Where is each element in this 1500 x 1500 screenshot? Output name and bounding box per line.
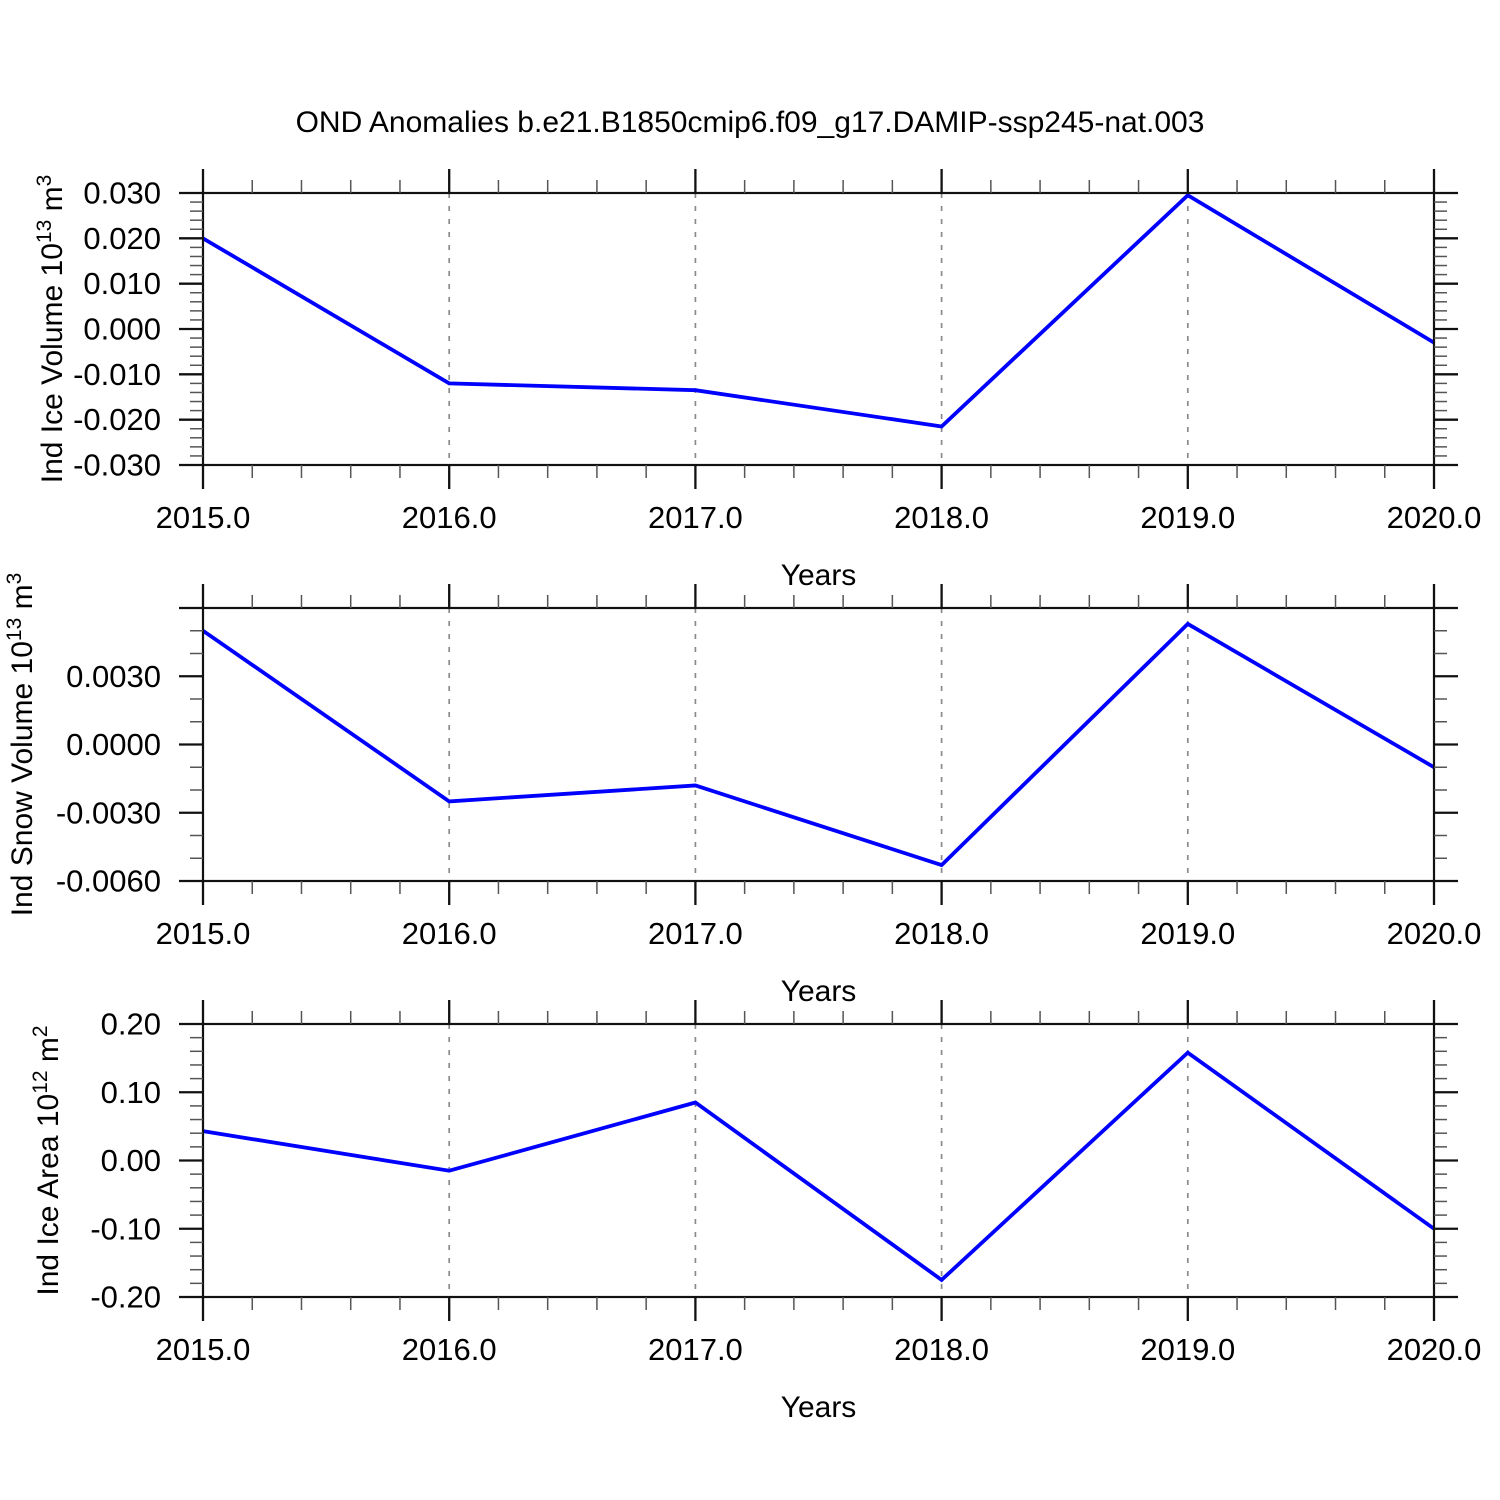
y-tick-label: 0.00 (101, 1143, 161, 1178)
y-axis-label-segment: m (6, 584, 39, 617)
x-tick-label: 2015.0 (156, 500, 251, 535)
data-line (202, 1050, 1436, 1283)
y-tick-label: 0.030 (83, 176, 161, 211)
x-tick-label: 2020.0 (1387, 500, 1482, 535)
x-tick-label: 2017.0 (648, 916, 743, 951)
y-axis-label-superscript: 3 (33, 175, 56, 187)
plot-frame (201, 606, 1436, 883)
x-axis-label: Years (781, 975, 857, 1008)
y-tick-label: 0.010 (83, 266, 161, 301)
x-tick-label: 2017.0 (648, 1332, 743, 1367)
y-tick-label: 0.20 (101, 1007, 161, 1042)
x-tick-label: 2020.0 (1387, 1332, 1482, 1367)
y-axis-label-segment: Ind Snow Volume 10 (6, 641, 39, 916)
y-tick-label: -0.0060 (56, 864, 161, 899)
y-axis-label-superscript: 3 (3, 573, 26, 585)
y-tick-label: 0.020 (83, 221, 161, 256)
y-tick-label: -0.030 (73, 448, 161, 483)
x-tick-label: 2020.0 (1387, 916, 1482, 951)
x-tick-label: 2018.0 (894, 1332, 989, 1367)
data-line (201, 621, 1435, 868)
y-axis-label-segment: m (36, 186, 69, 219)
y-tick-label: 0.0000 (66, 727, 161, 762)
y-tick-label: -0.20 (90, 1280, 161, 1315)
x-axis-label: Years (781, 559, 857, 592)
x-tick-label: 2016.0 (402, 500, 497, 535)
y-tick-label: 0.10 (101, 1075, 161, 1110)
chart-title: OND Anomalies b.e21.B1850cmip6.f09_g17.D… (295, 106, 1205, 139)
x-tick-label: 2015.0 (156, 916, 251, 951)
x-tick-label: 2019.0 (1140, 916, 1235, 951)
y-tick-label: 0.000 (83, 312, 161, 347)
y-axis-label-superscript: 2 (29, 1025, 52, 1037)
x-tick-label: 2016.0 (402, 916, 497, 951)
y-axis-label: Ind Ice Area 1012 m2 (29, 1025, 65, 1295)
y-axis-label-segment: Ind Ice Area 10 (32, 1094, 65, 1296)
x-tick-label: 2019.0 (1140, 1332, 1235, 1367)
y-tick-label: -0.10 (90, 1211, 161, 1246)
y-tick-label: 0.0030 (66, 659, 161, 694)
x-tick-label: 2018.0 (894, 916, 989, 951)
y-axis-label-superscript: 12 (29, 1070, 52, 1093)
y-tick-label: -0.010 (73, 357, 161, 392)
x-tick-label: 2016.0 (402, 1332, 497, 1367)
data-line (202, 192, 1435, 429)
y-tick-label: -0.020 (73, 402, 161, 437)
x-tick-label: 2017.0 (648, 500, 743, 535)
y-tick-label: -0.0030 (56, 795, 161, 830)
x-axis-label: Years (781, 1391, 857, 1424)
x-tick-label: 2015.0 (156, 1332, 251, 1367)
y-axis-label: Ind Snow Volume 1013 m3 (3, 573, 39, 917)
y-axis-label: Ind Ice Volume 1013 m3 (33, 175, 69, 484)
y-axis-label-superscript: 13 (33, 220, 56, 243)
y-axis-label-superscript: 13 (3, 618, 26, 641)
y-axis-label-segment: m (32, 1037, 65, 1070)
x-tick-label: 2018.0 (894, 500, 989, 535)
y-axis-label-segment: Ind Ice Volume 10 (36, 243, 69, 483)
x-tick-label: 2019.0 (1140, 500, 1235, 535)
